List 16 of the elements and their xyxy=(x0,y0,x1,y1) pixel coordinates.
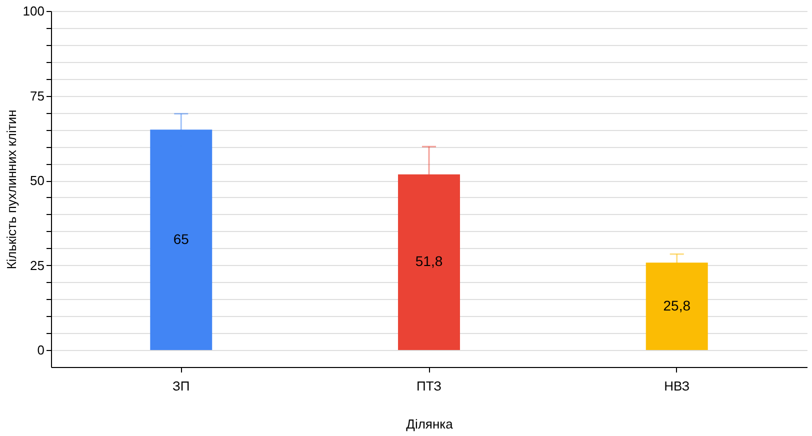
bar xyxy=(398,174,460,350)
x-tick-label: НВЗ xyxy=(664,378,690,394)
data-label: 51,8 xyxy=(415,253,443,270)
y-tick-label: 75 xyxy=(30,88,44,104)
x-tick-label: ПТЗ xyxy=(416,378,442,394)
y-tick-label: 100 xyxy=(22,4,44,18)
x-tick-label: ЗП xyxy=(172,378,190,394)
bar xyxy=(150,130,212,350)
x-axis-title: Ділянка xyxy=(406,416,454,432)
data-label: 25,8 xyxy=(663,297,691,314)
y-tick-label: 25 xyxy=(30,258,44,273)
y-tick-label: 0 xyxy=(37,342,44,358)
y-axis-title: Кількість пухлинних клітин xyxy=(4,110,19,270)
y-tick-label: 50 xyxy=(30,173,44,188)
bar xyxy=(646,262,708,350)
data-label: 65 xyxy=(173,230,190,247)
